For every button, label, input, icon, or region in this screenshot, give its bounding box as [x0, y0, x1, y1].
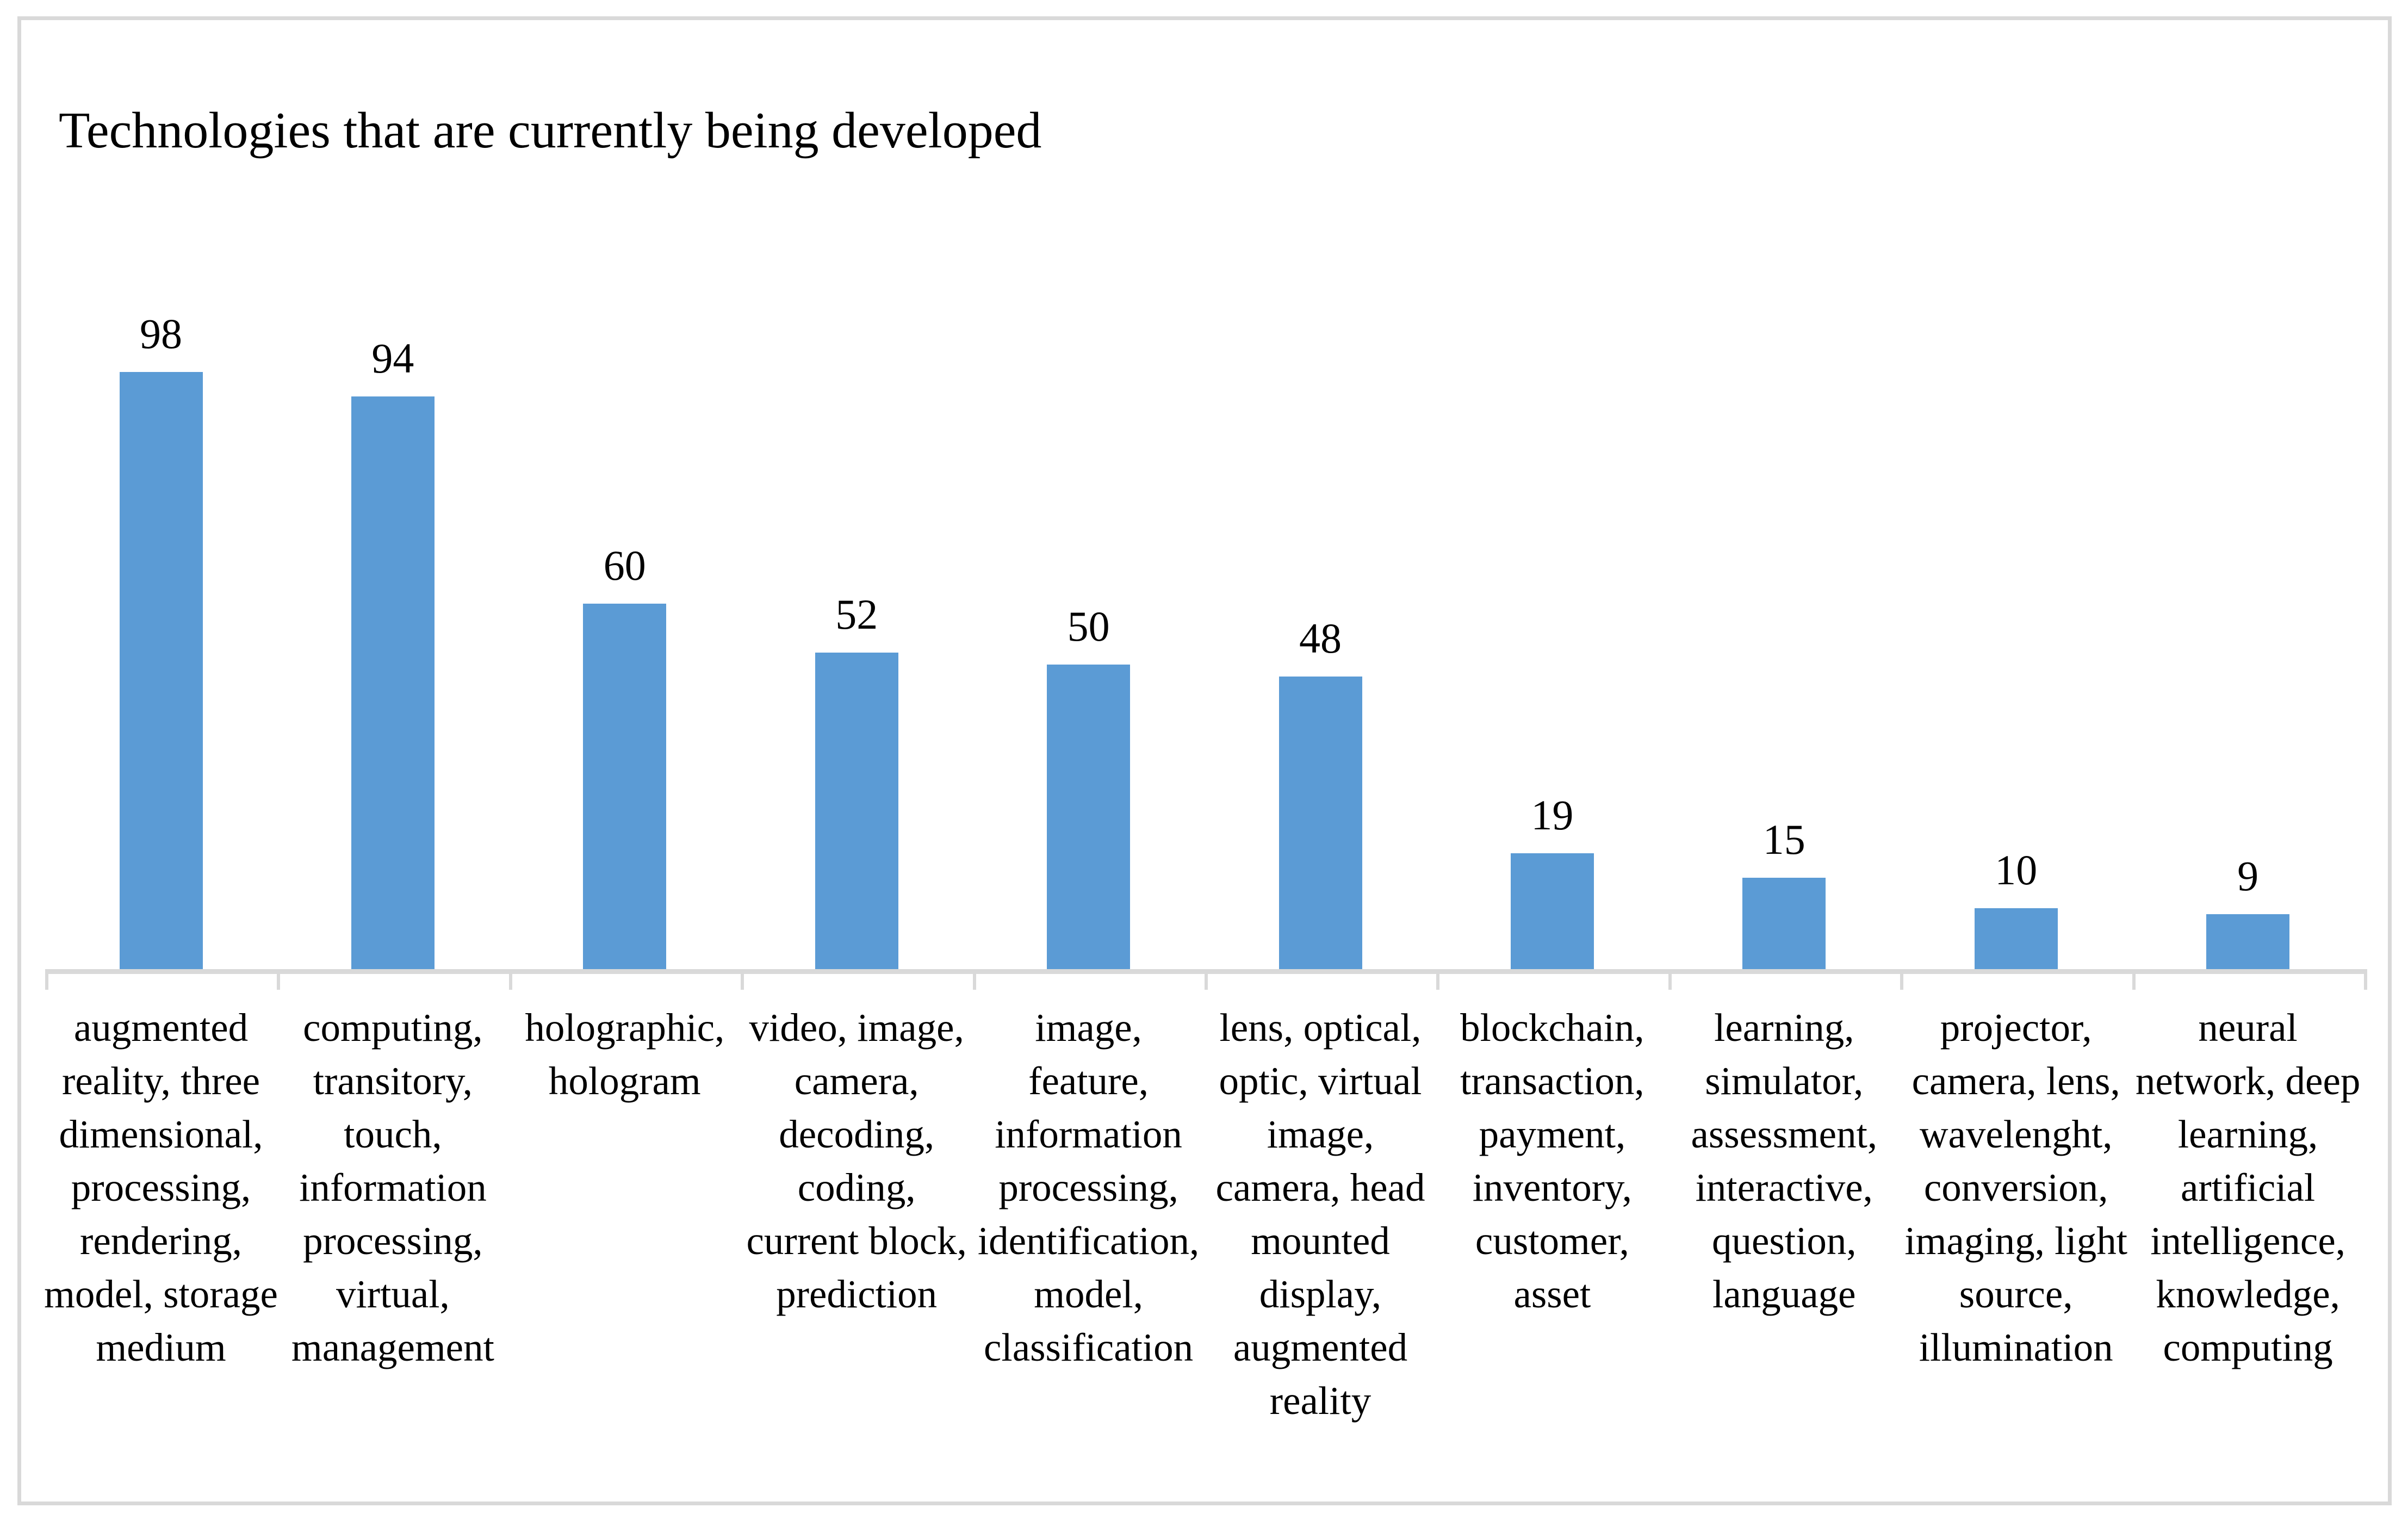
x-axis-tick — [2364, 969, 2367, 990]
bar — [1047, 665, 1131, 969]
bar-value-label: 19 — [1531, 791, 1574, 839]
x-axis-tick — [1436, 969, 1440, 990]
chart-title: Technologies that are currently being de… — [59, 102, 1042, 159]
bar-value-label: 48 — [1299, 615, 1342, 662]
category-label: lens, optical, optic, virtual image, cam… — [1215, 1006, 1425, 1423]
bar — [351, 396, 435, 969]
bar — [1510, 853, 1594, 969]
category-label: neural network, deep learning, artificia… — [2135, 1006, 2361, 1369]
x-axis-tick — [508, 969, 512, 990]
bar-value-label: 50 — [1067, 603, 1110, 650]
x-axis-tick — [1900, 969, 1904, 990]
bar-value-label: 94 — [371, 334, 414, 382]
category-label: image, feature, information processing, … — [977, 1006, 1200, 1369]
chart-outer-frame — [17, 16, 2392, 1505]
bar-value-label: 98 — [140, 310, 182, 357]
bar-value-label: 9 — [2237, 852, 2259, 899]
bar — [119, 372, 203, 969]
bar-value-label: 60 — [603, 542, 646, 589]
bar-value-label: 15 — [1762, 816, 1805, 863]
x-axis-tick — [2132, 969, 2136, 990]
bar-value-label: 10 — [1995, 846, 2038, 894]
bar — [815, 653, 898, 969]
bar — [1279, 677, 1362, 969]
x-axis-tick — [741, 969, 744, 990]
category-label: projector, camera, lens, wavelenght, con… — [1904, 1006, 2127, 1369]
bar — [583, 604, 667, 969]
bar — [1742, 878, 1826, 969]
category-label: video, image, camera, decoding, coding, … — [746, 1006, 967, 1316]
x-axis-tick — [972, 969, 976, 990]
bar — [1974, 908, 2058, 969]
x-axis-tick — [1205, 969, 1208, 990]
category-label: blockchain, transaction, payment, invent… — [1460, 1006, 1644, 1316]
x-axis-tick — [45, 969, 48, 990]
bar-value-label: 52 — [835, 591, 878, 638]
category-label: learning, simulator, assessment, interac… — [1691, 1006, 1878, 1316]
category-label: computing, transitory, touch, informatio… — [291, 1006, 494, 1369]
x-axis-tick — [1668, 969, 1672, 990]
x-axis-tick — [277, 969, 281, 990]
category-label: augmented reality, three dimensional, pr… — [44, 1006, 278, 1369]
bar — [2206, 914, 2290, 969]
category-label: holographic, hologram — [525, 1006, 725, 1103]
